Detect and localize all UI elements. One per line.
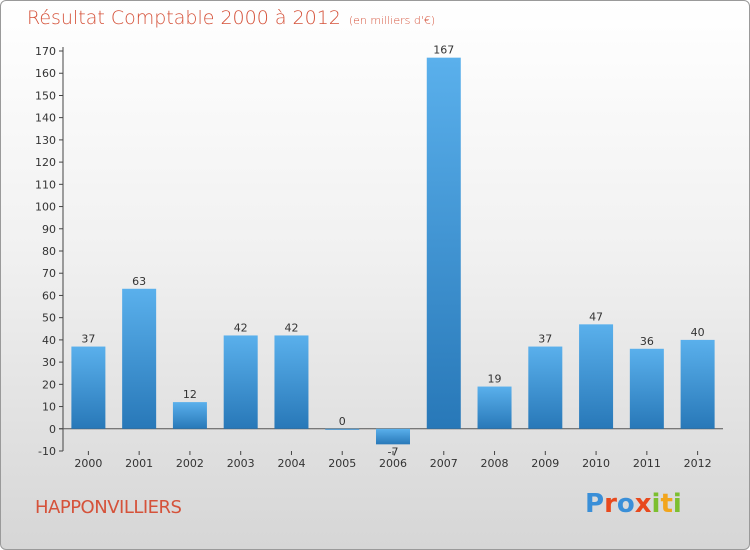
y-tick-label: 50 — [42, 312, 56, 325]
bar-2007 — [426, 57, 461, 429]
x-tick-label: 2002 — [176, 457, 204, 470]
x-tick-label: 2007 — [430, 457, 458, 470]
y-tick-label: 120 — [35, 156, 56, 169]
data-labels: 37 63 12 42 42 0 -7 167 19 37 47 36 40 — [81, 44, 704, 459]
logo-letter: r — [604, 489, 617, 519]
chart-title: Résultat Comptable 2000 à 2012 (en millie… — [27, 7, 435, 29]
logo-letter: t — [660, 489, 673, 519]
y-tick-label: 80 — [42, 245, 56, 258]
data-label-2012: 40 — [691, 326, 705, 339]
x-tick-label: 2011 — [633, 457, 661, 470]
x-tick-label: 2000 — [74, 457, 102, 470]
data-label-2011: 36 — [640, 335, 654, 348]
bar-2003 — [223, 335, 258, 429]
y-tick-label: -10 — [38, 445, 56, 458]
logo-letter: x — [634, 489, 652, 519]
x-tick-label: 2006 — [379, 457, 407, 470]
x-tick-label: 2003 — [227, 457, 255, 470]
y-tick-label: 90 — [42, 223, 56, 236]
commune-name: HAPPONVILLIERS — [35, 497, 182, 518]
y-tick-label: 160 — [35, 67, 56, 80]
y-tick-label: 30 — [42, 356, 56, 369]
data-label-2010: 47 — [589, 310, 603, 323]
bar-2012 — [680, 339, 715, 429]
data-label-2001: 63 — [132, 275, 146, 288]
y-tick-label: 70 — [42, 267, 56, 280]
bar-2011 — [629, 348, 664, 429]
logo-letter: i — [672, 489, 682, 519]
y-tick-label: 140 — [35, 112, 56, 125]
data-label-2009: 37 — [538, 333, 552, 346]
data-label-2004: 42 — [284, 321, 298, 334]
bars — [71, 57, 715, 445]
y-tick-label: 10 — [42, 401, 56, 414]
y-tick-label: 110 — [35, 178, 56, 191]
y-tick-label: 60 — [42, 289, 56, 302]
y-tick-label: 40 — [42, 334, 56, 347]
unit-label: (en milliers d'€) — [348, 14, 436, 27]
title-text: Résultat Comptable 2000 à 2012 — [27, 7, 341, 29]
y-tick-label: 170 — [35, 45, 56, 58]
logo-letter: P — [585, 489, 605, 519]
bar-2010 — [579, 324, 614, 429]
y-tick-label: 0 — [49, 423, 56, 436]
x-tick-label: 2005 — [328, 457, 356, 470]
data-label-2003: 42 — [234, 321, 248, 334]
data-label-2007: 167 — [433, 44, 454, 57]
y-tick-label: 20 — [42, 378, 56, 391]
x-tick-label: 2010 — [582, 457, 610, 470]
x-tick-label: 2012 — [684, 457, 712, 470]
data-label-2002: 12 — [183, 388, 197, 401]
bar-2000 — [71, 346, 106, 429]
x-tick-label: 2004 — [277, 457, 305, 470]
y-tick-label: 130 — [35, 134, 56, 147]
logo-letter: o — [616, 489, 635, 519]
bar-2004 — [274, 335, 309, 429]
bar-2008 — [477, 386, 512, 429]
x-tick-label: 2009 — [531, 457, 559, 470]
data-label-2000: 37 — [81, 333, 95, 346]
bar-2002 — [172, 402, 207, 429]
bar-2009 — [528, 346, 563, 429]
data-label-2008: 19 — [488, 373, 502, 386]
y-tick-label: 100 — [35, 201, 56, 214]
x-tick-label: 2001 — [125, 457, 153, 470]
y-tick-label: 150 — [35, 89, 56, 102]
logo-letter: i — [651, 489, 661, 519]
bar-2006 — [376, 428, 410, 445]
proxiti-logo[interactable]: Proxiti — [585, 489, 682, 519]
bar-2001 — [122, 288, 157, 429]
bar-2005 — [325, 428, 360, 430]
x-tick-label: 2008 — [481, 457, 509, 470]
data-label-2005: 0 — [339, 415, 346, 428]
data-label-2006: -7 — [388, 445, 399, 458]
